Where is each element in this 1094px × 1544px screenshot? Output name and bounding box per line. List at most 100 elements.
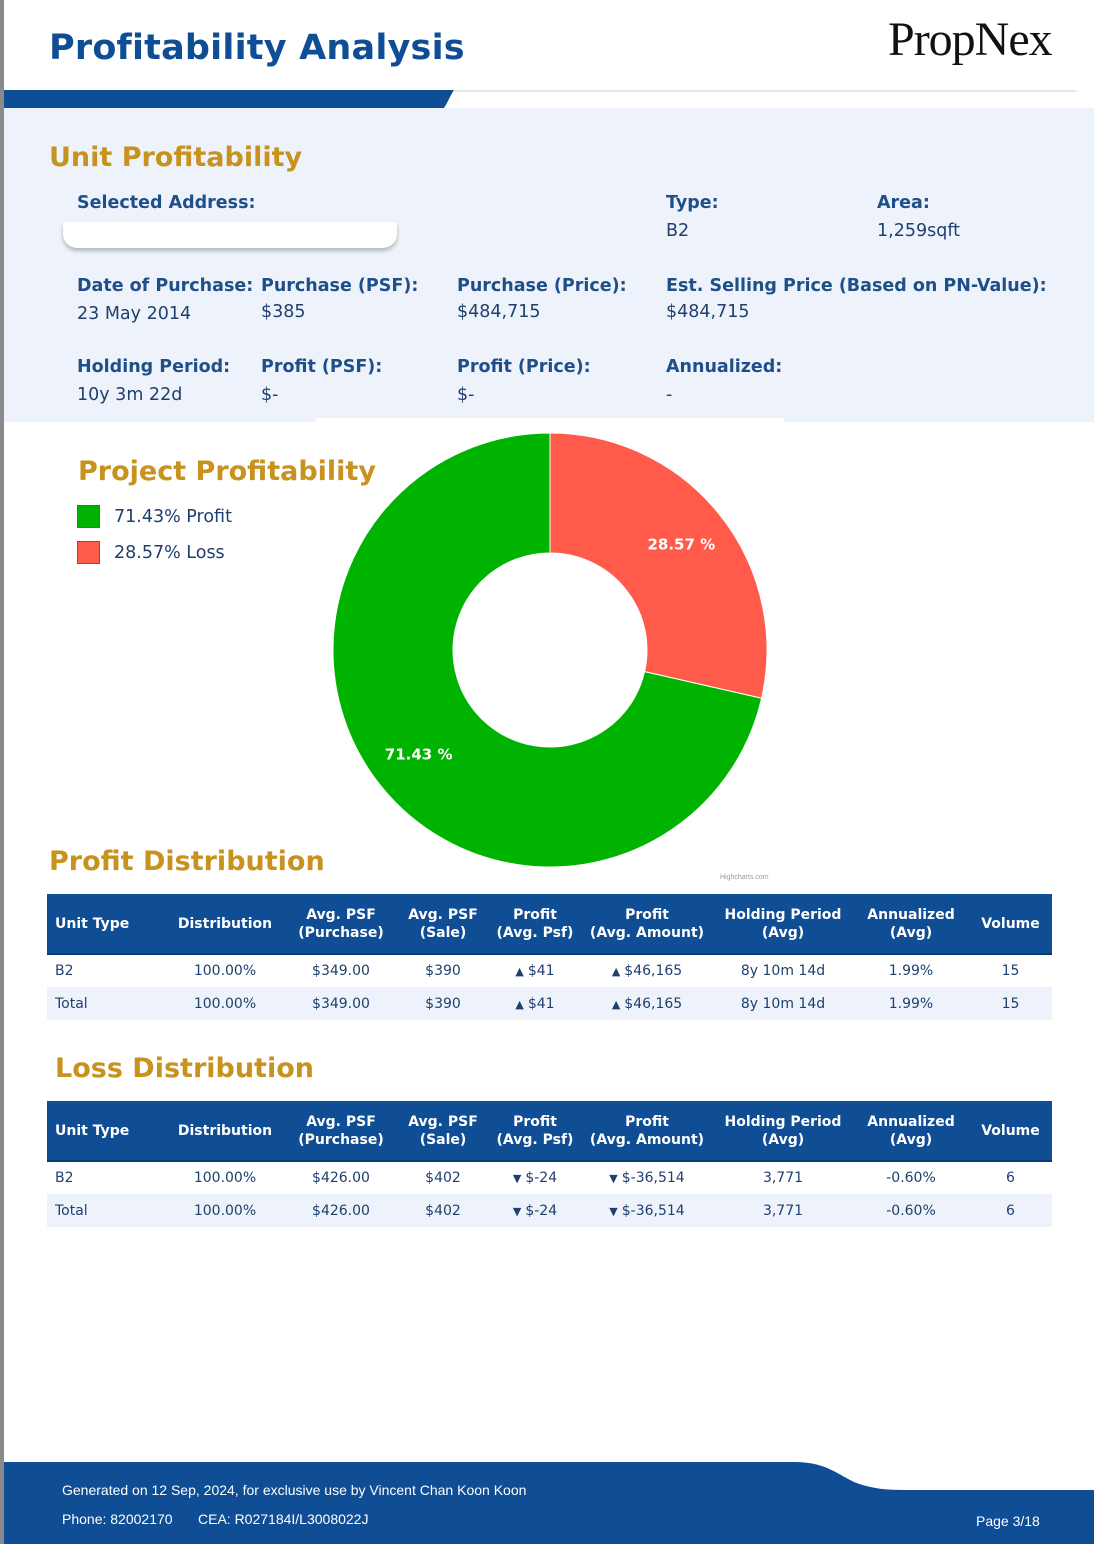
col-holding-period: Holding Period (Avg) (713, 894, 853, 955)
project-chart-container: 28.57 % 71.43 % (316, 418, 784, 888)
cell-profit-psf: ▼ $-24 (489, 1194, 581, 1227)
unit-profitability-panel (4, 108, 1094, 422)
cell-holding-period: 8y 10m 14d (740, 963, 826, 979)
profit-psf-value: $-24 (525, 1202, 558, 1219)
cell-annualized: -0.60% (853, 1194, 969, 1227)
triangle-up-icon: ▲ (515, 997, 524, 1011)
holding-period-label: Holding Period: (77, 357, 231, 377)
table-header-row: Unit Type Distribution Avg. PSF (Purchas… (47, 894, 1052, 955)
loss-distribution-title: Loss Distribution (55, 1053, 314, 1084)
profit-amount-value: $46,165 (624, 995, 683, 1012)
legend-label-loss: 28.57% Loss (114, 542, 225, 563)
col-annualized: Annualized (Avg) (853, 1101, 969, 1162)
col-profit-amount: Profit (Avg. Amount) (581, 894, 713, 955)
col-avg-psf-purchase: Avg. PSF (Purchase) (285, 894, 397, 955)
cell-volume: 15 (969, 987, 1052, 1020)
chart-credits: Highcharts.com (720, 874, 769, 881)
cell-volume: 6 (969, 1194, 1052, 1227)
cell-holding-period: 8y 10m 14d (713, 987, 853, 1020)
triangle-down-icon: ▼ (609, 1204, 618, 1218)
legend-swatch-loss (77, 541, 100, 564)
area-label: Area: (877, 193, 930, 213)
project-profitability-donut-chart: 28.57 % 71.43 % (332, 432, 768, 868)
cell-volume: 15 (1001, 963, 1020, 979)
date-of-purchase-value: 23 May 2014 (77, 304, 192, 324)
cell-avg-psf-sale: $390 (425, 963, 461, 979)
cell-holding-period: 3,771 (762, 1170, 804, 1186)
profit-psf-label: Profit (PSF): (261, 357, 383, 377)
est-selling-price-label: Est. Selling Price (Based on PN-Value): (666, 276, 1047, 296)
cell-unit-type: B2 (55, 1170, 74, 1186)
holding-period-value: 10y 3m 22d (77, 385, 183, 405)
date-of-purchase-label: Date of Purchase: (77, 276, 254, 296)
table-header-row: Unit Type Distribution Avg. PSF (Purchas… (47, 1101, 1052, 1162)
legend-swatch-profit (77, 505, 100, 528)
triangle-up-icon: ▲ (611, 997, 621, 1011)
header-band (4, 90, 1076, 108)
page-title: Profitability Analysis (49, 28, 465, 68)
cell-distribution: 100.00% (193, 963, 257, 979)
annualized-label: Annualized: (666, 357, 783, 377)
triangle-up-icon: ▲ (611, 965, 621, 978)
page-edge (0, 0, 4, 1544)
col-unit-type: Unit Type (47, 1101, 165, 1162)
project-profitability-title: Project Profitability (78, 456, 376, 487)
profit-psf-value: $41 (527, 963, 555, 979)
footer-phone: Phone: 82002170 (62, 1511, 173, 1527)
col-unit-type: Unit Type (47, 894, 165, 955)
cell-volume: 6 (1006, 1170, 1015, 1186)
col-avg-psf-purchase-label: Avg. PSF (Purchase) (298, 906, 384, 941)
cell-annualized: 1.99% (853, 987, 969, 1020)
table-row: B2 100.00% $349.00 $390 ▲ $41 ▲ $46,165 8y… (47, 954, 1052, 987)
col-avg-psf-purchase: Avg. PSF (Purchase) (285, 1101, 397, 1162)
type-value: B2 (666, 221, 690, 241)
footer-cea: CEA: R027184I/L3008022J (198, 1511, 369, 1527)
cell-unit-type: Total (47, 1194, 165, 1227)
cell-unit-type: B2 (55, 963, 74, 979)
profit-psf-value: $41 (527, 995, 555, 1012)
triangle-up-icon: ▲ (515, 965, 524, 978)
col-annualized: Annualized (Avg) (853, 894, 969, 955)
cell-distribution: 100.00% (165, 1194, 285, 1227)
col-profit-amount-label: Profit (Avg. Amount) (589, 1113, 705, 1148)
profit-amount-value: $-36,514 (621, 1202, 685, 1219)
cell-avg-psf-sale: $402 (425, 1170, 461, 1186)
col-profit-amount: Profit (Avg. Amount) (581, 1101, 713, 1162)
profit-psf-value: $- (261, 385, 279, 405)
loss-distribution-table: Unit Type Distribution Avg. PSF (Purchas… (47, 1101, 1052, 1227)
col-volume: Volume (969, 1101, 1052, 1162)
col-avg-psf-sale: Avg. PSF (Sale) (397, 894, 489, 955)
legend-item-loss: 28.57% Loss (77, 541, 225, 564)
cell-avg-psf-sale: $402 (397, 1194, 489, 1227)
cell-avg-psf-purchase: $426.00 (312, 1170, 370, 1186)
profit-price-value: $- (457, 385, 475, 405)
cell-distribution: 100.00% (165, 987, 285, 1020)
purchase-psf-value: $385 (261, 302, 306, 322)
cell-profit-amount: ▲ $46,165 (581, 987, 713, 1020)
col-distribution: Distribution (165, 1101, 285, 1162)
cell-unit-type: Total (47, 987, 165, 1020)
col-annualized-label: Annualized (Avg) (867, 906, 955, 941)
col-avg-psf-sale-label: Avg. PSF (Sale) (408, 1113, 478, 1148)
legend-item-profit: 71.43% Profit (77, 505, 232, 528)
cell-avg-psf-purchase: $349.00 (312, 963, 370, 979)
triangle-down-icon: ▼ (609, 1172, 618, 1185)
triangle-down-icon: ▼ (512, 1204, 522, 1218)
est-selling-price-value: $484,715 (666, 302, 750, 322)
propnex-logo: PropNex (888, 13, 1053, 66)
col-holding-period: Holding Period (Avg) (713, 1101, 853, 1162)
type-label: Type: (666, 193, 719, 213)
purchase-psf-label: Purchase (PSF): (261, 276, 419, 296)
cell-avg-psf-sale: $390 (397, 987, 489, 1020)
triangle-down-icon: ▼ (512, 1172, 522, 1185)
col-profit-psf: Profit (Avg. Psf) (489, 1101, 581, 1162)
col-holding-period-label: Holding Period (Avg) (724, 1113, 842, 1148)
cell-distribution: 100.00% (193, 1170, 257, 1186)
cell-holding-period: 3,771 (713, 1194, 853, 1227)
footer-band (4, 1462, 1094, 1544)
footer-generated-text: Generated on 12 Sep, 2024, for exclusive… (62, 1482, 527, 1498)
legend-label-profit: 71.43% Profit (114, 506, 232, 527)
cell-profit-psf: ▲ $41 (489, 987, 581, 1020)
profit-amount-value: $46,165 (624, 963, 683, 979)
